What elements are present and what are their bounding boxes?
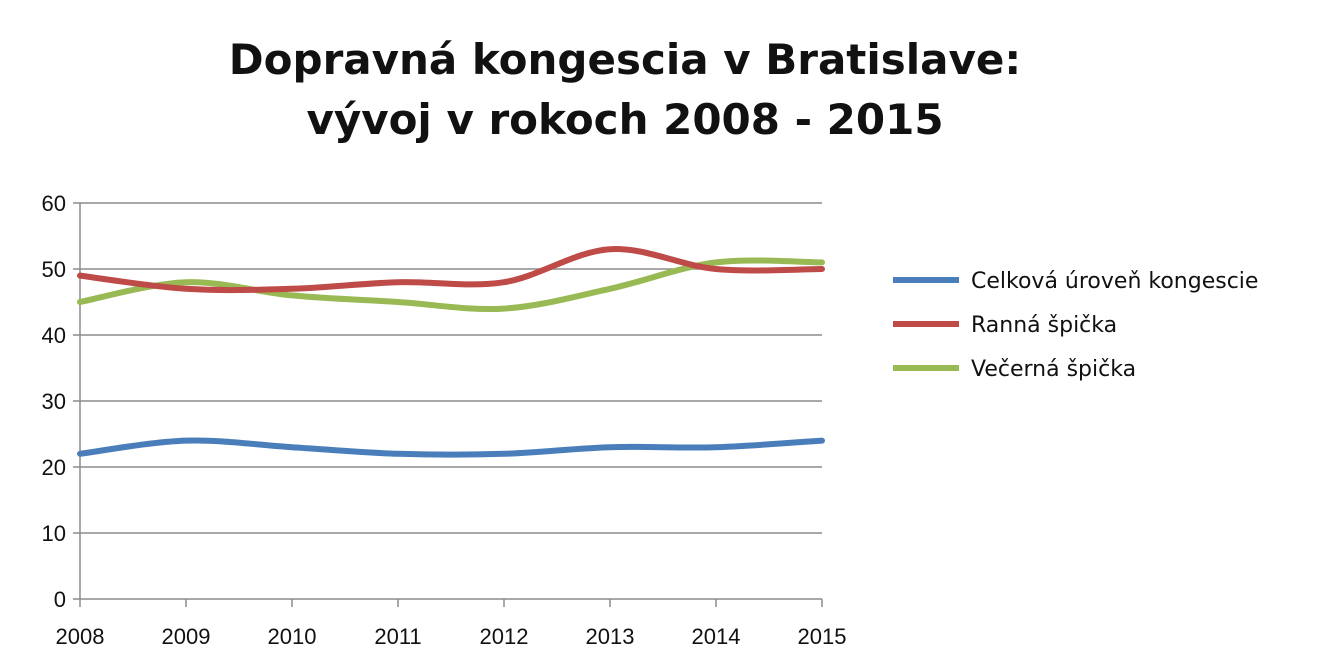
chart-title-line-1: Dopravná kongescia v Bratislave:: [228, 35, 1022, 84]
x-tick-label: 2014: [692, 624, 741, 649]
gridlines: [80, 202, 822, 534]
axes: [73, 202, 823, 607]
x-tick-label: 2008: [56, 624, 105, 649]
y-tick-label: 50: [42, 257, 66, 282]
legend-item-3-label: Večerná špička: [971, 357, 1136, 382]
series-2-line: [77, 246, 825, 294]
y-tick-label: 60: [42, 191, 66, 216]
tick-labels: 0 10 20 30 40 50 60 2008 2009 2010 2011 2012 2013 201…: [42, 191, 847, 649]
chart-title-line-2: vývoj v rokoch 2008 - 2015: [306, 95, 944, 144]
series-3-line: [77, 257, 825, 313]
legend-item-2-label: Ranná špička: [971, 313, 1117, 338]
series-lines: [77, 246, 825, 458]
x-tick-label: 2015: [798, 624, 847, 649]
y-tick-label: 10: [42, 521, 66, 546]
x-tick-label: 2009: [162, 624, 211, 649]
y-tick-label: 0: [54, 587, 66, 612]
legend-item-1-label: Celková úroveň kongescie: [971, 269, 1258, 294]
x-tick-label: 2011: [374, 624, 421, 649]
y-tick-label: 20: [42, 455, 66, 480]
series-1-line: [77, 437, 825, 458]
legend: Celková úroveň kongescie Ranná špička Veče…: [893, 269, 1258, 382]
x-tick-label: 2010: [268, 624, 317, 649]
x-tick-label: 2012: [480, 624, 529, 649]
y-tick-label: 30: [42, 389, 66, 414]
chart-title: Dopravná kongescia v Bratislave: vývoj v…: [0, 30, 1250, 150]
y-tick-label: 40: [42, 323, 66, 348]
x-tick-label: 2013: [586, 624, 635, 649]
